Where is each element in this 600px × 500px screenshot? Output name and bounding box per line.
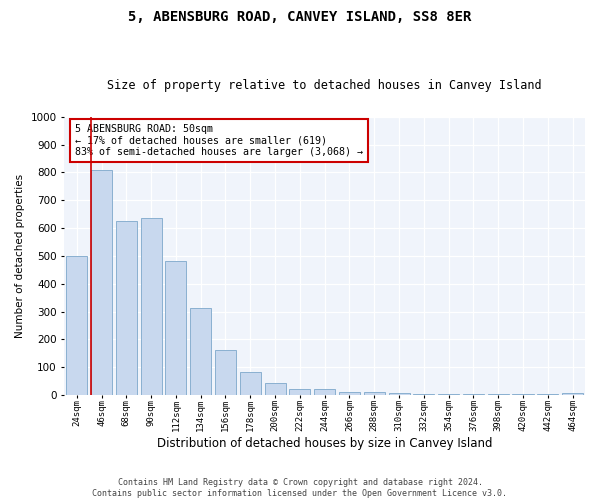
Bar [240,372,261,395]
Bar [314,390,335,395]
Bar [140,218,161,395]
Bar [166,262,187,395]
Bar [438,394,459,395]
Title: Size of property relative to detached houses in Canvey Island: Size of property relative to detached ho… [107,79,542,92]
Bar [190,308,211,395]
Bar [463,394,484,395]
Bar [364,392,385,395]
X-axis label: Distribution of detached houses by size in Canvey Island: Distribution of detached houses by size … [157,437,493,450]
Bar [116,221,137,395]
Text: 5, ABENSBURG ROAD, CANVEY ISLAND, SS8 8ER: 5, ABENSBURG ROAD, CANVEY ISLAND, SS8 8E… [128,10,472,24]
Bar [215,350,236,395]
Bar [265,382,286,395]
Bar [389,393,410,395]
Y-axis label: Number of detached properties: Number of detached properties [15,174,25,338]
Bar [488,394,509,395]
Text: Contains HM Land Registry data © Crown copyright and database right 2024.
Contai: Contains HM Land Registry data © Crown c… [92,478,508,498]
Text: 5 ABENSBURG ROAD: 50sqm
← 17% of detached houses are smaller (619)
83% of semi-d: 5 ABENSBURG ROAD: 50sqm ← 17% of detache… [75,124,363,157]
Bar [537,394,559,395]
Bar [413,394,434,395]
Bar [562,393,583,395]
Bar [91,170,112,395]
Bar [512,394,533,395]
Bar [66,256,87,395]
Bar [289,389,310,395]
Bar [339,392,360,395]
